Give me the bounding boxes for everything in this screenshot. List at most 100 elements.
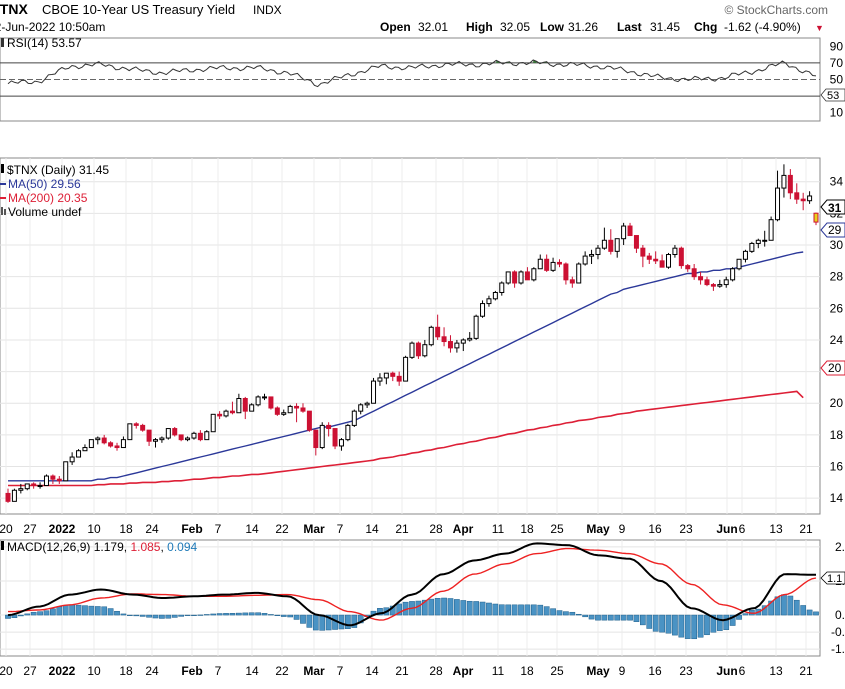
macd-hist-bar [724,615,729,630]
x-axis-label: 27 [23,522,37,536]
candle-body [83,448,87,451]
candle-body [506,272,510,283]
quote-values: Open 32.01 High 32.05 Low 31.26 Last 31.… [380,20,824,34]
x-axis-label: 25 [550,522,564,536]
candle-body [307,411,311,430]
candle-body [404,357,408,381]
candle-body [416,343,420,356]
candle-body [64,462,68,481]
macd-hist-bar [95,606,100,615]
candle-body [525,272,529,280]
last-value: 31.45 [650,20,680,34]
rsi-legend-swatch [1,38,4,47]
rsi-last-value: 53 [827,90,839,102]
x-axis-label: May [586,664,610,678]
low-label: Low [540,20,565,34]
x-axis-label: 18 [520,522,534,536]
candle-body [89,440,93,448]
x-axis-label: 6 [739,522,746,536]
candle-body [186,438,190,440]
candle-body [295,406,299,408]
candle-body [538,259,542,268]
candle-body [743,251,747,259]
x-axis-label: 9 [619,522,626,536]
macd-hist-bar [807,610,812,615]
macd-panel: 2.1.0.-0.-1. MACD(12,26,9) 1.179, 1.085,… [0,540,845,656]
macd-signal-value: 1.085 [130,540,160,554]
macd-hist-bar [506,605,511,615]
price-candles [6,164,818,503]
candle-body [77,451,81,457]
candle-body [795,193,799,199]
ma50-legend-text: MA(50) 29.56 [8,177,81,191]
x-axis-label: 14 [365,522,379,536]
candle-body [32,484,36,486]
candle-body [487,299,491,304]
x-axis-label: Jun [716,522,737,536]
macd-hist-bar [281,615,286,617]
macd-hist-bar [31,612,36,615]
candle-body [359,405,363,411]
candle-body [269,397,273,408]
candle-body [109,443,113,446]
candle-body [500,283,504,292]
macd-hist-bar [114,611,119,615]
candle-body [448,342,452,348]
candle-body [12,490,16,501]
candle-body [301,408,305,411]
x-axis-label: 14 [245,522,259,536]
macd-hist-bar [679,615,684,637]
ma200-line [8,391,803,485]
rsi-line [8,60,816,87]
low-value: 31.26 [568,20,598,34]
macd-sep-2: , [160,540,163,554]
candle-body [44,476,48,485]
macd-hist-bar [685,615,690,639]
candle-body [25,484,29,489]
macd-hist-bar [672,615,677,635]
macd-hist-bar [320,615,325,630]
x-axis-label: 7 [337,522,344,536]
x-axis-label: 27 [23,664,37,678]
macd-hist-bar [538,605,543,615]
candle-body [205,432,209,440]
macd-hist-bar [345,615,350,629]
candle-body [654,259,658,261]
x-axis-label: 21 [395,522,409,536]
price-legend-text: $TNX (Daily) 31.45 [7,163,109,177]
x-axis-label: Feb [181,522,202,536]
candle-body [788,175,792,192]
rsi-path [8,60,816,87]
macd-hist-bar [146,615,151,617]
x-axis-label: 24 [145,664,159,678]
macd-hist-bar [467,601,472,615]
macd-hist-bar [198,615,203,616]
macd-hist-bar [563,612,568,615]
candle-body [256,397,260,405]
candle-body [19,489,23,491]
macd-hist-bar [813,612,818,615]
macd-hist-bar [659,615,664,632]
candle-body [641,248,645,256]
candle-body [218,414,222,416]
candle-body [756,240,760,243]
high-value: 32.05 [500,20,530,34]
x-axis-label: 7 [337,664,344,678]
macd-hist-bar [44,611,49,615]
price-tick-label: 16 [830,460,844,474]
candle-body [153,440,157,442]
candle-body [230,411,234,413]
candle-body [38,486,42,487]
macd-hist-bar [743,614,748,615]
macd-hist-bar [50,609,55,615]
x-axis-label: 16 [648,664,662,678]
x-axis-label: Jun [716,664,737,678]
copyright: © StockCharts.com [724,3,828,17]
macd-hist-bar [121,614,126,615]
macd-hist-bar [76,605,81,615]
macd-tick-label: 2. [835,540,845,554]
macd-tick-label: -0. [831,625,845,639]
x-axis-label: May [586,522,610,536]
candle-body [429,327,433,344]
macd-hist-bar [102,607,107,615]
